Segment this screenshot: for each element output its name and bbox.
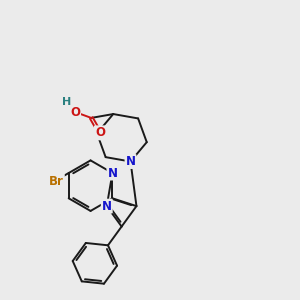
Text: N: N — [102, 200, 112, 213]
Text: H: H — [62, 98, 72, 107]
Text: Br: Br — [49, 175, 64, 188]
Text: N: N — [125, 155, 136, 168]
Text: O: O — [95, 126, 105, 139]
Text: O: O — [70, 106, 80, 118]
Text: N: N — [107, 167, 117, 179]
